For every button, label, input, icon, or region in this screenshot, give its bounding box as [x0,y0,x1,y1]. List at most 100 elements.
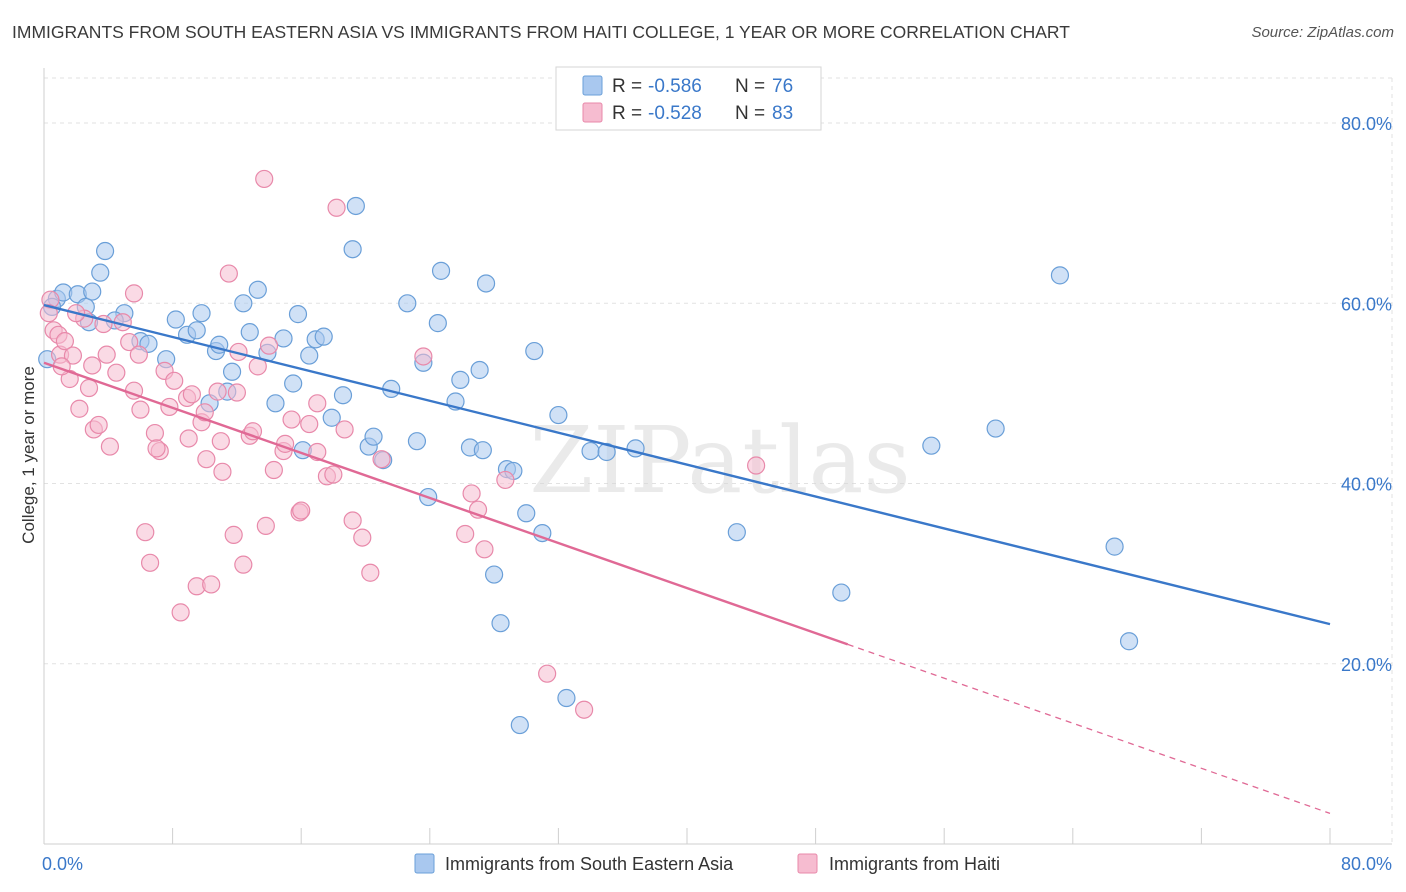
data-point-blue [451,370,470,389]
x-tick-label: 0.0% [42,854,83,874]
data-point-pink [70,399,89,418]
data-point-blue [476,274,496,293]
data-point-pink [343,511,362,530]
data-point-pink [136,523,155,542]
data-point-pink [308,394,327,413]
data-point-pink [255,169,274,189]
data-point-pink [145,423,165,443]
data-point-pink [147,439,166,458]
bottom-legend-swatch-pink [797,853,818,874]
bottom-legend-label-1: Immigrants from South Eastern Asia [445,854,734,874]
data-point-blue [322,408,341,427]
data-point-pink [179,429,198,448]
data-point-blue [832,583,851,602]
data-point-pink [140,553,160,572]
data-point-blue [333,386,353,405]
source-label: Source: ZipAtlas.com [1251,24,1394,41]
data-point-blue [288,305,308,324]
data-point-pink [197,450,216,469]
data-point-pink [227,383,246,402]
data-point-pink [129,345,148,364]
data-point-pink [171,603,190,622]
data-point-pink [353,528,372,547]
data-point-blue [266,394,285,413]
data-point-blue [343,240,362,259]
data-point-blue [1050,266,1070,285]
data-point-blue [533,523,552,543]
y-tick-labels: 20.0% 40.0% 60.0% 80.0% [1341,114,1392,675]
data-point-pink [747,456,766,475]
data-point-blue [549,405,568,425]
data-point-pink [224,525,243,544]
data-point-blue [240,323,259,342]
legend-n-label-1: N = [735,76,765,97]
data-point-blue [91,263,110,282]
data-point-blue [485,565,504,584]
data-point-pink [575,700,594,719]
data-point-pink [462,484,481,503]
data-point-blue [986,419,1005,438]
chart-title: IMMIGRANTS FROM SOUTH EASTERN ASIA VS IM… [12,22,1070,42]
data-point-blue [431,261,451,280]
data-point-pink [124,284,144,303]
watermark: ZIPatlas [529,407,910,514]
data-point-pink [39,304,58,323]
trend-line-blue [43,303,1331,626]
data-point-blue [83,282,102,301]
legend-n-value-2: 83 [772,103,793,124]
bottom-legend: Immigrants from South Eastern Asia Immig… [414,853,1000,874]
data-point-pink [100,437,120,456]
data-point-pink [292,501,311,520]
legend-r-label-2: R = [612,103,642,124]
data-point-pink [97,345,116,364]
data-point-pink [219,264,238,283]
data-point-blue [314,327,333,346]
data-point-blue [407,432,427,451]
data-point-blue [187,321,206,340]
data-point-pink [213,462,232,481]
y-tick-label: 80.0% [1341,114,1392,134]
y-tick-label: 60.0% [1341,294,1392,314]
data-point-blue [1119,632,1139,651]
data-point-blue [248,280,267,299]
data-point-blue [525,341,544,361]
data-point-pink [327,198,346,217]
data-point-pink [120,332,139,352]
data-point-pink [475,540,494,559]
data-point-blue [284,374,303,393]
y-tick-label: 40.0% [1341,475,1392,495]
data-point-pink [414,347,433,366]
trend-line-extension-pink [847,643,1331,814]
data-point-blue [222,362,242,381]
data-point-pink [211,432,230,451]
data-point-blue [581,441,600,461]
data-point-blue [557,688,576,708]
data-point-pink [234,555,253,574]
data-point-pink [264,460,283,480]
data-point-pink [131,400,150,419]
data-point-pink [361,563,380,582]
x-tick-label: 80.0% [1341,854,1392,874]
data-point-pink [83,356,102,375]
data-point-pink [259,336,279,355]
data-point-pink [538,664,557,683]
data-point-blue [922,436,941,455]
bottom-legend-label-2: Immigrants from Haiti [829,854,1000,874]
data-point-pink [282,410,301,429]
trend-line-pink [43,361,849,646]
data-point-blue [517,504,536,523]
data-point-pink [256,516,275,535]
data-point-pink [182,385,201,404]
legend-n-label-2: N = [735,103,765,124]
axes [43,68,1392,845]
legend: R = -0.586 N = 76 R = -0.528 N = 83 [555,66,822,131]
legend-r-value-2: -0.528 [648,103,702,124]
legend-swatch-pink [582,102,603,123]
data-point-blue [398,294,417,313]
data-point-blue [428,314,447,333]
trend-lines [43,303,1331,814]
data-point-blue [364,427,383,446]
data-point-blue [274,329,293,348]
data-point-pink [335,420,354,439]
